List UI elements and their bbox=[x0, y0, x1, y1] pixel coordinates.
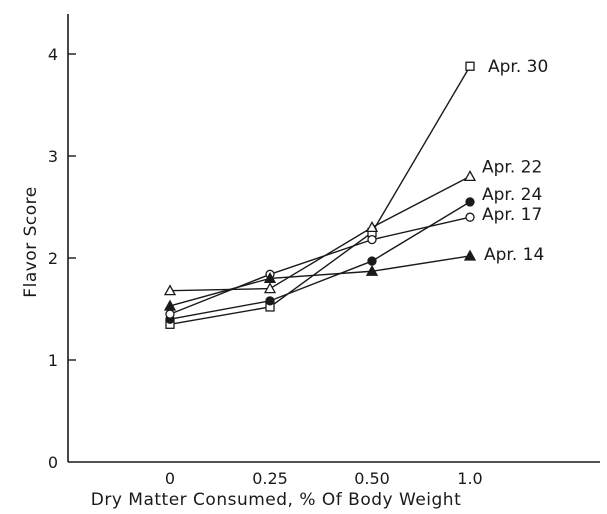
x-tick-label: 0 bbox=[165, 469, 175, 488]
series-label: Apr. 14 bbox=[484, 245, 544, 265]
y-tick-label: 4 bbox=[48, 45, 58, 64]
data-point bbox=[463, 249, 477, 261]
y-axis-label: Flavor Score bbox=[21, 186, 41, 297]
x-tick-label: 0.25 bbox=[252, 469, 288, 488]
data-point bbox=[463, 170, 477, 182]
x-axis-label: Dry Matter Consumed, % Of Body Weight bbox=[91, 490, 461, 510]
x-tick-label: 0.50 bbox=[354, 469, 390, 488]
data-point bbox=[263, 282, 277, 294]
series-label: Apr. 24 bbox=[482, 185, 542, 205]
data-point bbox=[365, 264, 379, 276]
data-point bbox=[465, 212, 475, 222]
series-line bbox=[169, 255, 471, 307]
data-point bbox=[367, 256, 377, 266]
y-tick-label: 3 bbox=[48, 147, 58, 166]
data-point bbox=[165, 309, 175, 319]
series-label: Apr. 17 bbox=[482, 205, 542, 225]
data-point bbox=[163, 299, 177, 311]
data-point bbox=[465, 61, 475, 71]
data-point bbox=[367, 234, 377, 245]
data-point bbox=[365, 221, 379, 233]
axes: 0 1 2 3 4 0 0.25 0.50 1.0 bbox=[48, 14, 600, 488]
data-point bbox=[265, 296, 275, 306]
data-point bbox=[163, 284, 177, 296]
series-line bbox=[169, 216, 471, 315]
series-label: Apr. 22 bbox=[482, 157, 542, 177]
series-line bbox=[169, 175, 471, 292]
series-label: Apr. 30 bbox=[488, 57, 548, 77]
series-line bbox=[169, 65, 471, 325]
y-tick-label: 1 bbox=[48, 351, 58, 370]
y-tick-label: 2 bbox=[48, 249, 58, 268]
x-tick-label: 1.0 bbox=[457, 469, 482, 488]
series-line bbox=[169, 201, 471, 320]
data-point bbox=[263, 272, 277, 284]
y-tick-label: 0 bbox=[48, 453, 58, 472]
series-markers bbox=[163, 61, 477, 329]
data-point bbox=[465, 197, 475, 207]
series-lines bbox=[169, 65, 471, 325]
